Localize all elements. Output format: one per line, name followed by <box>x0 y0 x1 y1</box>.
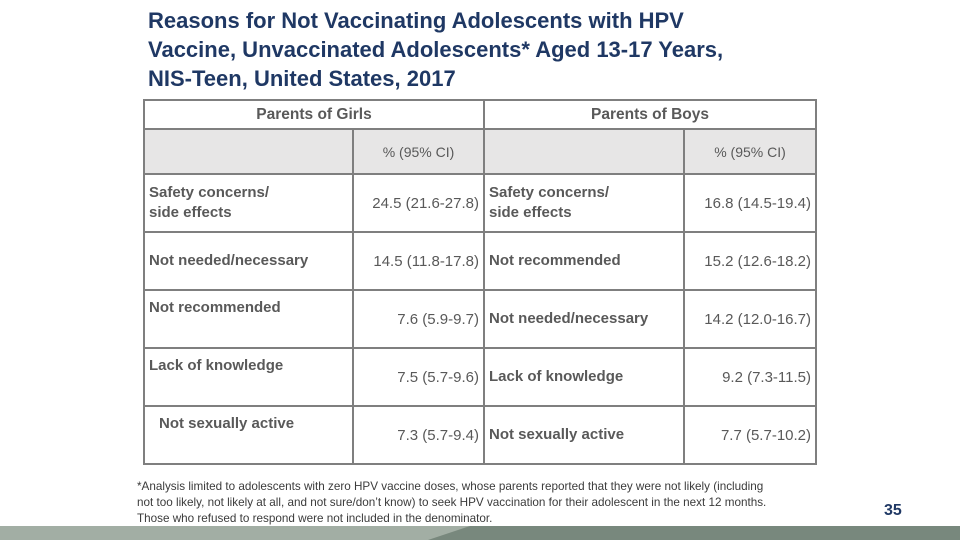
subheader-boys-empty-cell <box>483 128 685 175</box>
girls-reason-cell: Safety concerns/ side effects <box>143 173 354 233</box>
reasons-table: Parents of Girls Parents of Boys % (95% … <box>143 99 818 465</box>
footnote-line-3: Those who refused to respond were not in… <box>137 512 493 525</box>
girls-value-cell: 24.5 (21.6-27.8) <box>352 173 485 233</box>
bottom-accent-bar <box>0 526 960 540</box>
boys-value-cell: 7.7 (5.7-10.2) <box>682 405 818 465</box>
footnote-line-1: *Analysis limited to adolescents with ze… <box>137 480 764 493</box>
boys-value-cell: 14.2 (12.0-16.7) <box>682 289 818 349</box>
girls-value-cell: 14.5 (11.8-17.8) <box>352 231 485 291</box>
footnote: *Analysis limited to adolescents with ze… <box>137 479 827 527</box>
boys-value-cell: 9.2 (7.3-11.5) <box>682 347 818 407</box>
slide-title: Reasons for Not Vaccinating Adolescents … <box>148 6 808 93</box>
subheader-boys-ci: % (95% CI) <box>682 128 818 175</box>
page-number: 35 <box>884 502 902 519</box>
subheader-girls-ci: % (95% CI) <box>352 128 485 175</box>
table-row: Not recommended 7.6 (5.9-9.7) Not needed… <box>143 289 818 349</box>
title-line-3: NIS-Teen, United States, 2017 <box>148 66 456 91</box>
girls-value-cell: 7.5 (5.7-9.6) <box>352 347 485 407</box>
table-row: Lack of knowledge 7.5 (5.7-9.6) Lack of … <box>143 347 818 407</box>
boys-reason-cell: Not sexually active <box>483 405 685 465</box>
table-row: Not sexually active 7.3 (5.7-9.4) Not se… <box>143 405 818 465</box>
group-header-row: Parents of Girls Parents of Boys <box>143 99 818 130</box>
girls-value-cell: 7.6 (5.9-9.7) <box>352 289 485 349</box>
boys-value-cell: 15.2 (12.6-18.2) <box>682 231 818 291</box>
table-row: Safety concerns/ side effects 24.5 (21.6… <box>143 173 818 233</box>
girls-reason-cell: Not sexually active <box>143 405 354 465</box>
title-line-2: Vaccine, Unvaccinated Adolescents* Aged … <box>148 37 724 62</box>
group-header-girls: Parents of Girls <box>143 99 485 130</box>
boys-reason-cell: Not needed/necessary <box>483 289 685 349</box>
subheader-girls-empty-cell <box>143 128 354 175</box>
girls-value-cell: 7.3 (5.7-9.4) <box>352 405 485 465</box>
girls-reason-cell: Not recommended <box>143 289 354 349</box>
boys-reason-cell: Safety concerns/ side effects <box>483 173 685 233</box>
footnote-line-2: not too likely, not likely at all, and n… <box>137 496 767 509</box>
title-line-1: Reasons for Not Vaccinating Adolescents … <box>148 8 684 33</box>
bottom-accent-bar-light-segment <box>0 526 470 540</box>
table-row: Not needed/necessary 14.5 (11.8-17.8) No… <box>143 231 818 291</box>
boys-reason-cell: Not recommended <box>483 231 685 291</box>
boys-value-cell: 16.8 (14.5-19.4) <box>682 173 818 233</box>
girls-reason-cell: Not needed/necessary <box>143 231 354 291</box>
group-header-boys: Parents of Boys <box>482 99 818 130</box>
boys-reason-cell: Lack of knowledge <box>483 347 685 407</box>
subheader-row: % (95% CI) % (95% CI) <box>143 128 818 175</box>
girls-reason-cell: Lack of knowledge <box>143 347 354 407</box>
